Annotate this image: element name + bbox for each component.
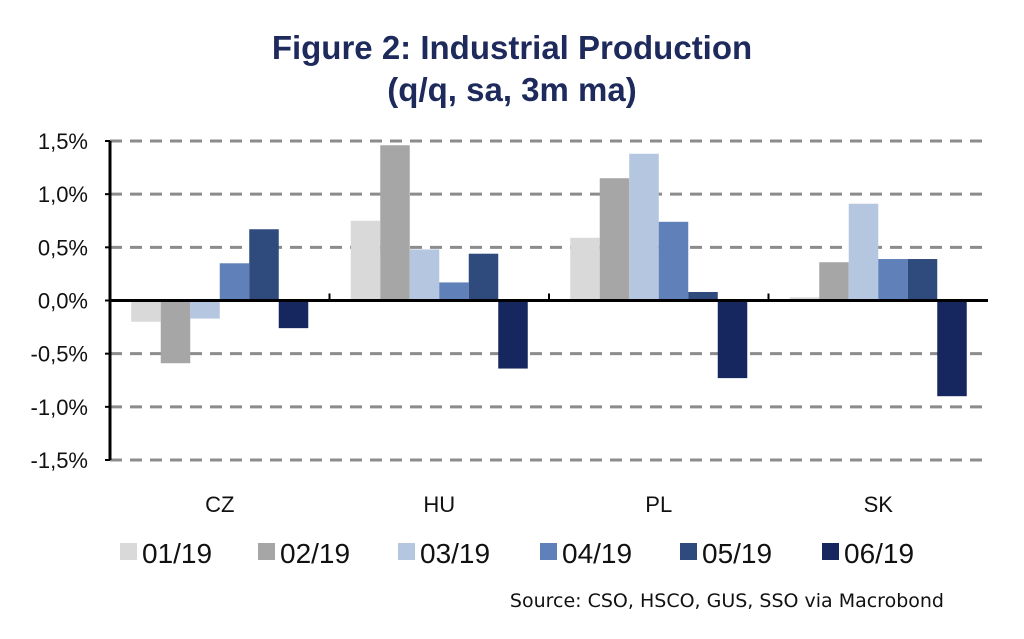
chart-subtitle: (q/q, sa, 3m ma) [387,71,637,108]
bar [439,282,469,301]
bar [629,153,659,301]
legend-label: 05/19 [702,538,772,569]
chart-title: Figure 2: Industrial Production [271,29,753,66]
bar [468,253,499,301]
y-tick-label: 0,0% [38,289,88,314]
legend-label: 02/19 [280,538,350,569]
y-tick-label: -0,5% [31,342,88,367]
bar [131,300,161,322]
legend-label: 03/19 [420,538,490,569]
legend-label: 01/19 [142,538,212,569]
legend-swatch [822,543,839,560]
bar [878,259,908,301]
x-tick-label: HU [423,492,455,517]
y-tick-label: -1,0% [31,395,88,420]
bar [190,300,220,319]
y-tick-label: 1,0% [38,182,88,207]
legend-swatch [398,543,415,560]
bar [599,178,630,301]
legend-swatch [680,543,697,560]
bar [907,259,938,301]
bar [160,300,191,364]
bar [409,249,440,301]
bar [717,300,748,379]
y-tick-label: -1,5% [31,448,88,473]
legend-label: 06/19 [844,538,914,569]
bar [937,300,967,397]
legend-swatch [540,543,557,560]
y-tick-label: 1,5% [38,129,88,154]
x-tick-label: SK [864,492,894,517]
bar [789,297,820,301]
source-note: Source: CSO, HSCO, GUS, SSO via Macrobon… [509,590,944,612]
legend-swatch [258,543,275,560]
bar [350,220,381,301]
bar [819,262,849,301]
bar [219,263,250,301]
y-tick-label: 0,5% [38,235,88,260]
bar [249,229,279,301]
legend-swatch [120,543,137,560]
bar [658,221,689,301]
bar [498,300,528,369]
bar [380,145,410,301]
x-tick-label: PL [645,492,672,517]
bar [848,203,879,301]
bar [688,291,718,301]
bar [278,300,309,329]
x-tick-label: CZ [205,492,234,517]
bar [570,237,600,301]
legend-label: 04/19 [562,538,632,569]
